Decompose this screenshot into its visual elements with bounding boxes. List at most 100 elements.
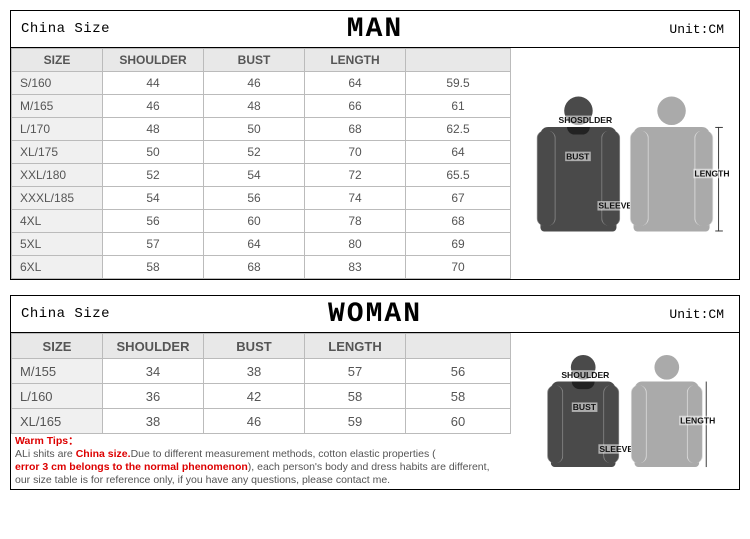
table-cell: 38 [103,409,204,434]
table-row: M/15534385756 [12,359,511,384]
table-cell: 72 [305,164,406,187]
table-cell: 54 [103,187,204,210]
col-extra [406,334,511,359]
unit-label: Unit:CM [669,22,724,37]
table-row: XL/16538465960 [12,409,511,434]
length-label: LENGTH [679,416,716,426]
table-cell: 6XL [12,256,103,279]
table-cell: 80 [305,233,406,256]
table-cell: 44 [103,72,204,95]
table-row: XXXL/18554567467 [12,187,511,210]
table-row: M/16546486661 [12,95,511,118]
table-cell: 59.5 [406,72,511,95]
table-cell: 46 [103,95,204,118]
sleeve-label: SLEEVE [597,201,633,211]
man-section: China Size MAN Unit:CM SIZE SHOULDER BUS… [10,10,740,280]
table-cell: 48 [103,118,204,141]
table-cell: 70 [305,141,406,164]
table-cell: XL/165 [12,409,103,434]
table-cell: 70 [406,256,511,279]
table-cell: 61 [406,95,511,118]
bust-label: BUST [565,151,590,161]
length-label: LENGTH [693,168,730,178]
unit-label: Unit:CM [669,307,724,322]
table-cell: 50 [204,118,305,141]
back-figure: LENGTH [629,96,715,231]
table-cell: XL/175 [12,141,103,164]
table-cell: S/160 [12,72,103,95]
table-row: 5XL57648069 [12,233,511,256]
bust-label: BUST [572,402,597,412]
table-cell: 48 [204,95,305,118]
woman-section: China Size WOMAN Unit:CM SIZE SHOULDER B… [10,295,740,490]
table-cell: 5XL [12,233,103,256]
table-cell: M/165 [12,95,103,118]
table-cell: 34 [103,359,204,384]
col-bust: BUST [204,334,305,359]
table-row: S/16044466459.5 [12,72,511,95]
table-cell: 64 [305,72,406,95]
table-cell: 4XL [12,210,103,233]
table-cell: 50 [103,141,204,164]
woman-header: China Size WOMAN Unit:CM [11,296,739,333]
table-row: 6XL58688370 [12,256,511,279]
table-cell: 68 [305,118,406,141]
man-size-table: SIZE SHOULDER BUST LENGTH S/16044466459.… [11,48,511,279]
table-cell: 58 [305,384,406,409]
col-size: SIZE [12,334,103,359]
col-shoulder: SHOULDER [103,334,204,359]
table-cell: XXXL/185 [12,187,103,210]
table-row: L/17048506862.5 [12,118,511,141]
table-cell: 66 [305,95,406,118]
man-header: China Size MAN Unit:CM [11,11,739,48]
col-length: LENGTH [305,49,406,72]
table-cell: 62.5 [406,118,511,141]
table-row: L/16036425858 [12,384,511,409]
table-row: XL/17550527064 [12,141,511,164]
warm-tips: Warm Tips： ALi shits are China size.Due … [11,434,511,489]
table-cell: 65.5 [406,164,511,187]
woman-title: WOMAN [328,299,422,330]
table-cell: 64 [406,141,511,164]
col-extra [406,49,511,72]
table-cell: 46 [204,409,305,434]
table-cell: 60 [204,210,305,233]
back-figure: LENGTH [629,355,705,467]
table-row: XXL/18052547265.5 [12,164,511,187]
table-cell: 36 [103,384,204,409]
table-cell: 38 [204,359,305,384]
front-figure: SHOULDER BUST SLEEVE [545,355,621,467]
shoulder-label: SHOSDLDER [558,115,614,125]
table-cell: 83 [305,256,406,279]
china-size-label: China Size [11,306,110,322]
man-title: MAN [347,14,403,45]
table-cell: 69 [406,233,511,256]
table-cell: 56 [103,210,204,233]
table-cell: 56 [406,359,511,384]
front-figure: SHOSDLDER BUST SLEEVE [536,96,622,231]
table-cell: L/170 [12,118,103,141]
woman-size-table: SIZE SHOULDER BUST LENGTH M/15534385756L… [11,333,511,434]
tips-label: Warm Tips： [15,435,79,447]
shoulder-label: SHOULDER [560,370,610,380]
table-cell: 58 [103,256,204,279]
table-cell: 64 [204,233,305,256]
table-header-row: SIZE SHOULDER BUST LENGTH [12,49,511,72]
table-cell: 56 [204,187,305,210]
table-cell: XXL/180 [12,164,103,187]
man-diagram: SHOSDLDER BUST SLEEVE LENGTH [511,48,739,279]
table-cell: 42 [204,384,305,409]
col-shoulder: SHOULDER [103,49,204,72]
table-cell: L/160 [12,384,103,409]
table-cell: 46 [204,72,305,95]
table-row: 4XL56607868 [12,210,511,233]
col-size: SIZE [12,49,103,72]
col-length: LENGTH [305,334,406,359]
china-size-label: China Size [11,21,110,37]
table-cell: 57 [103,233,204,256]
table-header-row: SIZE SHOULDER BUST LENGTH [12,334,511,359]
woman-diagram: SHOULDER BUST SLEEVE LENGTH [511,333,739,489]
table-cell: 52 [103,164,204,187]
table-cell: 57 [305,359,406,384]
table-cell: 52 [204,141,305,164]
